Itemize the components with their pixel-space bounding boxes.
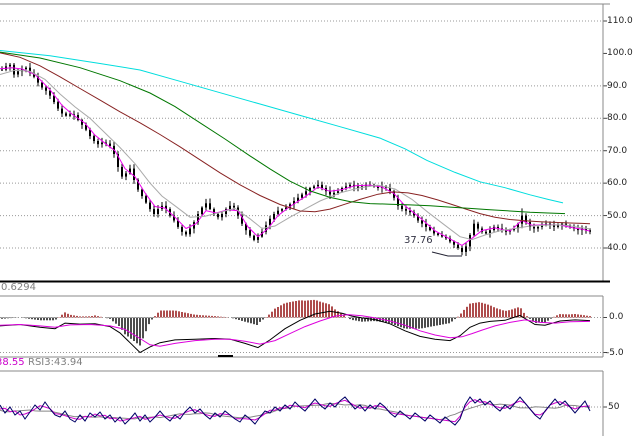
candlestick-series [1, 62, 591, 256]
main-y-axis-label: 80.0 [607, 113, 628, 124]
ma-line-ma-slowest [0, 50, 564, 204]
main-y-axis-label: 50.0 [607, 210, 628, 221]
macd-histogram [1, 299, 591, 346]
main-y-axis-label: 60.0 [607, 178, 628, 189]
macd-axis-label-zero: 0.0 [609, 312, 624, 322]
main-y-axis-label: 100.0 [607, 48, 633, 59]
ma-line-ma-slower [0, 51, 566, 215]
main-y-axis-label: 40.0 [607, 243, 628, 253]
macd-axis-label-minus5: -5.0 [606, 348, 624, 358]
macd-value-label: 0.6294 [1, 282, 36, 293]
annotation-pointer-line [431, 251, 462, 257]
main-y-axis-label: 110.0 [607, 16, 633, 26]
price-low-annotation: 37.76 [404, 235, 433, 246]
rsi-axis-label-50: 50 [608, 402, 620, 412]
ma-line-ma-mid [0, 69, 591, 241]
ma-line-ma-fast [0, 67, 591, 246]
rsi-mid-line [0, 399, 591, 423]
macd-dif-line [0, 310, 591, 354]
main-y-axis-label: 90.0 [607, 80, 628, 91]
rsi-name-label: RSI3:43.94 [28, 357, 83, 368]
macd-dea-line [0, 314, 591, 347]
rsi-fast-line [0, 396, 591, 426]
ma-line-ma-slow [0, 52, 591, 225]
main-y-axis-label: 70.0 [607, 145, 628, 156]
rsi-value-label: 38.55 [0, 357, 25, 368]
